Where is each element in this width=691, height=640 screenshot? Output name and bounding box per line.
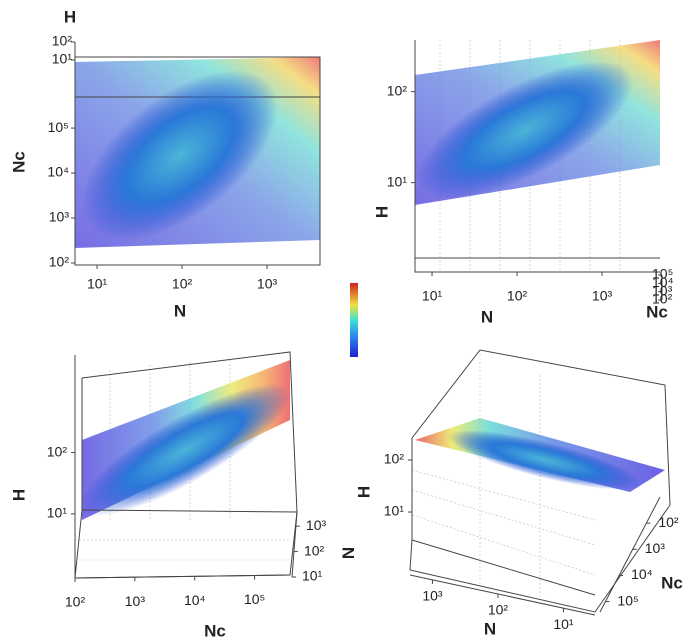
tick-label: 10² [172, 276, 193, 292]
frame [81, 509, 298, 513]
tick-label: 10⁴ [184, 592, 206, 608]
tick-label: 10³ [652, 282, 673, 298]
tick-label: 10² [304, 542, 325, 558]
axis-title: Nc [9, 151, 28, 173]
tick-label: 10¹ [47, 505, 68, 521]
point-cloud [447, 430, 643, 490]
axis-title: Nc [661, 573, 683, 592]
tick-label: 10⁴ [47, 164, 69, 180]
frame [411, 539, 596, 596]
tick-label: 10² [47, 443, 68, 459]
frame [409, 349, 671, 613]
axis-title: N [481, 307, 493, 326]
axis-title: N [174, 301, 186, 320]
tick-label: 10³ [592, 288, 613, 304]
tick-label: 10² [488, 602, 509, 618]
tick-label: 10² [49, 254, 70, 270]
tick-label: 10⁴ [652, 274, 674, 290]
colorbar [350, 283, 358, 357]
axis-title: Nc [646, 302, 668, 321]
tick-label: 10¹ [422, 288, 443, 304]
tick-label: 10³ [125, 593, 146, 609]
tick-label: 10¹ [553, 616, 574, 632]
axis-title: H [9, 489, 28, 501]
tick-label: 10² [507, 288, 528, 304]
tick-label: 10² [52, 33, 73, 49]
axis-line [291, 511, 298, 578]
tick-label: 10⁵ [244, 591, 265, 607]
axis-title: H [354, 486, 373, 498]
tick-label: 10² [658, 514, 679, 530]
axis-title: N [339, 547, 358, 559]
tick-label: 10⁵ [48, 119, 69, 135]
tick-label: 10² [65, 594, 86, 610]
tick-label: 10³ [257, 276, 278, 292]
axis-title: H [64, 7, 76, 26]
tick-label: 10² [384, 451, 405, 467]
tick-label: 10¹ [384, 503, 405, 519]
tick-label: 10⁵ [617, 592, 638, 608]
tick-label: 10³ [49, 209, 70, 225]
point-cloud [416, 61, 634, 199]
point-cloud [82, 69, 278, 241]
axis-title: N [484, 619, 496, 638]
tick-label: 10² [387, 82, 408, 98]
tick-label: 10¹ [87, 276, 108, 292]
axis-line [409, 574, 596, 616]
tick-label: 10⁵ [652, 266, 673, 282]
tick-label: 10¹ [302, 568, 323, 584]
tick-label: 10³ [422, 588, 443, 604]
tick-label: 10⁴ [631, 566, 653, 582]
tick-label: 10¹ [387, 173, 408, 189]
axis-line [599, 496, 661, 613]
axis-line [74, 574, 291, 579]
panel-frames [74, 40, 671, 613]
tick-label: 10³ [645, 540, 666, 556]
grid [411, 350, 596, 600]
tick-label: 10¹ [52, 51, 73, 67]
axis-title: Nc [204, 621, 226, 640]
tick-label: 10² [652, 291, 673, 307]
point-cloud [79, 383, 291, 517]
tick-label: 10³ [306, 517, 327, 533]
axis-title: H [372, 206, 391, 218]
